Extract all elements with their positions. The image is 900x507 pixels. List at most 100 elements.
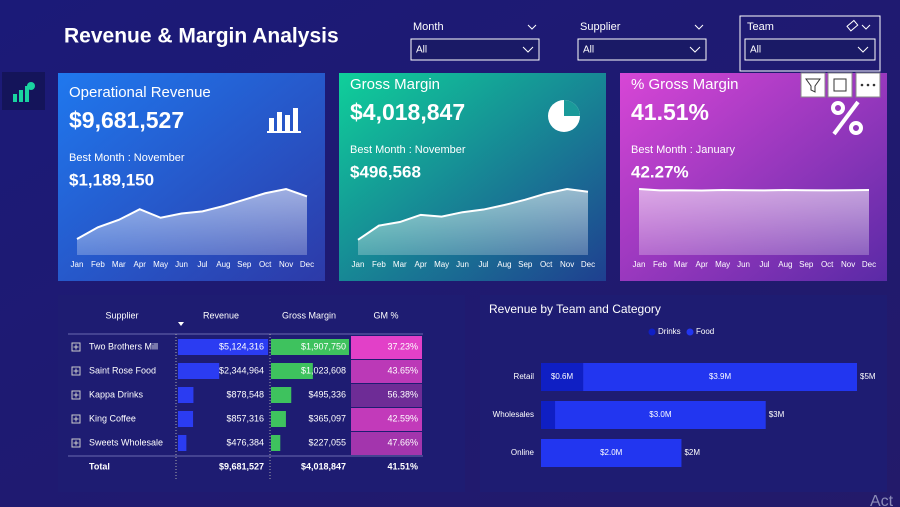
supplier-name: Sweets Wholesale bbox=[89, 437, 163, 447]
dropdown-value: All bbox=[583, 45, 594, 56]
column-header: Supplier bbox=[105, 310, 138, 320]
bar-label: $3.0M bbox=[649, 410, 672, 419]
month-label: Dec bbox=[300, 260, 314, 269]
bar-segment bbox=[583, 363, 857, 391]
expand-button[interactable] bbox=[71, 342, 81, 352]
gm-value: 47.66% bbox=[387, 437, 418, 447]
category-label: Wholesales bbox=[493, 410, 534, 419]
filter-label: Supplier bbox=[580, 21, 621, 33]
expand-button[interactable] bbox=[71, 414, 81, 424]
month-label: Aug bbox=[216, 260, 230, 269]
month-label: Jan bbox=[71, 260, 84, 269]
expand-plus bbox=[73, 344, 79, 350]
card-title: Operational Revenue bbox=[69, 84, 211, 101]
supplier-name: King Coffee bbox=[89, 413, 136, 423]
chevron bbox=[857, 46, 869, 53]
bar-segment bbox=[541, 401, 556, 429]
revenue-bar bbox=[178, 411, 194, 427]
margin-bar bbox=[271, 411, 286, 427]
bar-label: $3.9M bbox=[709, 372, 732, 381]
column-header: Revenue bbox=[203, 310, 239, 320]
gm-cell bbox=[351, 432, 422, 455]
revenue-value: $857,316 bbox=[226, 413, 264, 423]
total-cell: $9,681,527 bbox=[219, 461, 264, 471]
expand-plus bbox=[73, 368, 79, 374]
sort-arrow bbox=[178, 322, 184, 326]
dropdown[interactable] bbox=[410, 38, 540, 61]
month-label: Nov bbox=[841, 260, 855, 269]
chevron bbox=[861, 24, 871, 30]
column-header: Gross Margin bbox=[282, 310, 336, 320]
page-title: Revenue & Margin Analysis bbox=[64, 25, 339, 48]
filter-label: Month bbox=[413, 21, 444, 33]
expand-plus bbox=[73, 440, 79, 446]
supplier-name: Two Brothers Mill bbox=[89, 341, 158, 351]
bar-segment bbox=[541, 363, 584, 391]
expand-button[interactable] bbox=[71, 390, 81, 400]
month-label: Sep bbox=[237, 260, 252, 269]
eraser-icon[interactable] bbox=[846, 19, 859, 32]
sparkline-area bbox=[358, 189, 588, 255]
total-cell: $4,018,847 bbox=[301, 461, 346, 471]
margin-bar bbox=[271, 387, 292, 403]
revenue-value: $476,384 bbox=[226, 437, 264, 447]
bar-segment bbox=[555, 401, 766, 429]
best-month-label: Best Month : January bbox=[631, 144, 735, 156]
sparkline bbox=[357, 187, 589, 241]
sparkline-area bbox=[639, 189, 869, 255]
gm-cell bbox=[351, 336, 422, 359]
gm-value: 43.65% bbox=[387, 365, 418, 375]
margin-bar bbox=[271, 363, 313, 379]
total-cell: Total bbox=[89, 461, 110, 471]
month-label: Sep bbox=[518, 260, 533, 269]
bar-label: $0.6M bbox=[551, 372, 574, 381]
card-icon bbox=[831, 100, 863, 136]
supplier-name: Saint Rose Food bbox=[89, 365, 156, 375]
chevron bbox=[527, 24, 537, 30]
chart-title: Revenue by Team and Category bbox=[489, 302, 661, 316]
month-label: Mar bbox=[674, 260, 688, 269]
margin-value: $1,907,750 bbox=[301, 341, 346, 351]
chevron bbox=[522, 46, 534, 53]
category-label: Retail bbox=[514, 372, 535, 381]
best-month-value: 42.27% bbox=[631, 162, 689, 181]
margin-value: $1,023,608 bbox=[301, 365, 346, 375]
margin-bar bbox=[271, 435, 281, 451]
month-label: Jan bbox=[352, 260, 365, 269]
month-label: Apr bbox=[696, 260, 709, 269]
revenue-bar bbox=[178, 363, 220, 379]
margin-value: $495,336 bbox=[308, 389, 346, 399]
best-month-label: Best Month : November bbox=[350, 144, 466, 156]
total-cell: 41.51% bbox=[387, 461, 418, 471]
sparkline-area bbox=[77, 189, 307, 255]
card-icon bbox=[267, 108, 301, 133]
month-label: Apr bbox=[415, 260, 428, 269]
best-month-value: $496,568 bbox=[350, 162, 421, 181]
dropdown[interactable] bbox=[577, 38, 707, 61]
expand-button[interactable] bbox=[71, 438, 81, 448]
month-label: May bbox=[434, 260, 449, 269]
team-filter-frame bbox=[739, 15, 881, 72]
card-icon bbox=[548, 100, 580, 132]
card-value: $4,018,847 bbox=[350, 99, 465, 125]
category-label: Online bbox=[511, 448, 535, 457]
expand-button[interactable] bbox=[71, 366, 81, 376]
sidebar-button[interactable] bbox=[2, 72, 45, 110]
month-label: Nov bbox=[560, 260, 574, 269]
revenue-value: $2,344,964 bbox=[219, 365, 264, 375]
legend-label: Food bbox=[696, 327, 714, 336]
sparkline bbox=[76, 187, 308, 240]
watermark: Act bbox=[870, 493, 894, 507]
bar-segment bbox=[541, 439, 682, 467]
month-label: Nov bbox=[279, 260, 293, 269]
month-label: Jan bbox=[633, 260, 646, 269]
month-label: Jun bbox=[456, 260, 469, 269]
legend-swatch bbox=[648, 328, 656, 336]
visual-toolbar[interactable] bbox=[800, 72, 881, 98]
month-label: Mar bbox=[393, 260, 407, 269]
bar-label: $2.0M bbox=[600, 448, 623, 457]
dropdown[interactable] bbox=[744, 38, 876, 61]
gm-cell bbox=[351, 384, 422, 407]
chevron bbox=[694, 24, 704, 30]
month-label: Jul bbox=[478, 260, 488, 269]
